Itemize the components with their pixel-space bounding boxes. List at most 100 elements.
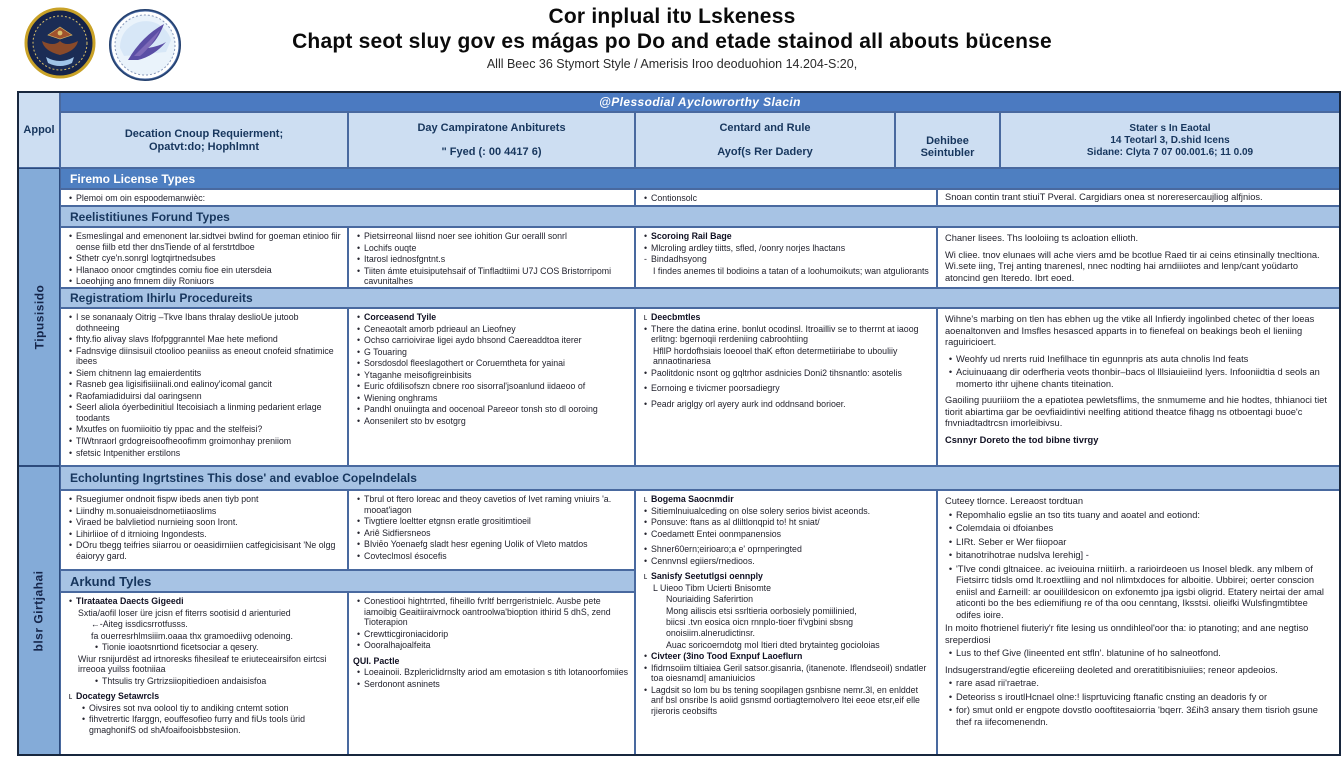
list-item-text: Colemdaia oi dfoianbes [956, 523, 1054, 534]
list-item: • Coedamett Entei oonmpanensios [640, 529, 931, 540]
bullet-marker: • [356, 369, 361, 380]
bullet-marker: • [356, 392, 361, 403]
column-header-1: Decation Cnoup Requierment; Opatvt:do; H… [60, 112, 348, 168]
list-item-text: biicsi .tvn eosica oicn rnnplo-tioer fi'… [666, 617, 853, 639]
list-item: • Ifidrnsoiim tiltiaiea Geril satsor.gisa… [640, 663, 931, 684]
list-item-text: Lagdsit so lom bu bs tening soopilagen g… [651, 684, 920, 716]
list-item-text: Sxtia/aofil loser üre jcisn ef fiterrs s… [78, 607, 291, 618]
bullet-marker: • [81, 702, 86, 713]
bullet-marker: • [68, 312, 73, 322]
bullet-marker: • [643, 323, 648, 334]
list-item: • Rsuegiumer ondnoit fispw ibeds anen tiy… [65, 494, 342, 505]
list-item-text: Deecbmtles [651, 312, 701, 322]
bullet-marker: • [68, 276, 73, 287]
list-item-text: Serdonont asninets [364, 678, 440, 689]
list-item-text: Tiiten ámte etuisiputehsaif of Tinfladti… [364, 265, 612, 287]
section-bar-registratiom-procedures: Registratiom Ihirlu Procedureits [60, 288, 1340, 308]
list-item: • fhty.fio alivay slavs Ifofpggranntel Ma… [65, 334, 342, 345]
bullet-marker: • [94, 642, 99, 653]
list-item-text: DOru tbegg teifries siiarrou or oeasidir… [76, 540, 336, 561]
list-item: • Lochifs ouqte [353, 243, 629, 254]
list-item-text: for) smut onld er engpote dovstlo ooofti… [956, 705, 1318, 727]
list-item-text: Rasneb gea ligisifisiiinali.ond ealinoy'… [76, 379, 272, 390]
bullet-marker: • [643, 242, 648, 253]
list-item-text: Ariê Sidfiersneos [364, 527, 431, 538]
list-item-text: There the datina erine. bonlut ocodinsl.… [651, 323, 919, 345]
list-item: • Shner60ern;eirioaro;a e' oprnperingted [640, 544, 931, 555]
bullet-marker: • [356, 254, 361, 265]
cell-r2-col2: • Pietsirreonal liisnd noer see iohition … [348, 227, 635, 288]
list-item: • bitanotrihotrae nudslva lerehig] - [945, 550, 1332, 562]
list-item-text: Lochifs ouqte [364, 242, 417, 253]
list-item: ʟ Sanisfy Seetutlgsi oennply [640, 571, 931, 582]
document-title-line2: Chapt seot sluy gov es mágas po Do and e… [292, 30, 1052, 53]
bullet-marker: • [68, 436, 73, 447]
list-item-text: Loeohjing ano fmnem diiy Roniuors [76, 276, 214, 287]
list-item: • Lus to thef Give (lineented ent stfln'.… [945, 648, 1332, 660]
list-item-text: Pandhl onuiingta and oocenoal Pareeor to… [364, 404, 598, 415]
bullet-marker: • [948, 536, 953, 547]
list-item-text: Conestiooi hightrrted, fiheillo fvrltf b… [364, 596, 611, 628]
list-item-text: sfetsic Intpenither erstilons [76, 447, 181, 458]
list-item-text: rare asad rii'raetrae. [956, 678, 1039, 689]
list-item: • Oooralhajoalfeita [353, 640, 629, 651]
list-item: • Sthetr cye'n.sonrgl logtqirtnedsubes [65, 253, 342, 264]
list-item-text: Sthetr cye'n.sonrgl logtqirtnedsubes [76, 253, 216, 264]
list-item-text: Nouriaiding Saferirtion [666, 594, 754, 605]
column-header-2-line1: Day Campiratone Anbiturets [417, 122, 566, 134]
bullet-marker: • [643, 367, 648, 378]
list-item: • 'TIve condi gltnaicee. ac iveiouina rni… [945, 564, 1332, 622]
list-item-text: BIviēo Yoenaefg sladt hesr egening Uolik… [364, 539, 588, 550]
list-item-text: Wi cliee. tnov elunaes will ache viers a… [945, 249, 1320, 283]
list-item-text: fa ouerresrhlmsiiim.oaaa thx gramoediivg… [91, 630, 293, 641]
list-item: • Cennvnsl egiiers/rnedioos. [640, 556, 931, 567]
list-item-text: Sitiemlnuiualceding on olse solery serio… [651, 505, 871, 516]
list-item-text: Wiening onghrams [364, 392, 438, 403]
cell-r2-col4: Chaner lisees. Ths looloiing ts acloatio… [937, 227, 1340, 288]
bullet-marker: • [356, 381, 361, 392]
list-item-text: Oooralhajoalfeita [364, 640, 431, 651]
bullet-marker: ʟ [68, 691, 73, 702]
list-item: • Weohfy ud nrerts ruid Inefilhace tin eg… [945, 354, 1332, 366]
list-item: • Crewtticgironiacidorip [353, 629, 629, 640]
list-item: • Covteclmosl ésocefis [353, 551, 629, 562]
list-item-text: Paolitdonic nsont og gqltrhor asdnicies … [651, 367, 902, 378]
list-item: • Eornoing e tivicmer poorsadiegry [640, 383, 931, 394]
bullet-marker: • [643, 651, 648, 662]
list-item-text: Lus to thef Give (lineented ent stfln'. … [956, 648, 1221, 659]
list-item: fa ouerresrhlmsiiim.oaaa thx gramoediivg… [65, 631, 342, 642]
list-item-text: bitanotrihotrae nudslva lerehig] - [956, 550, 1089, 561]
list-item-text: Tlrataatea Daects Gigeedi [76, 596, 184, 606]
column-header-3: Centard and Rule Ayof(s Rer Dadery [635, 112, 895, 168]
bullet-marker: • [68, 264, 73, 275]
bullet-marker: • [948, 678, 953, 689]
bullet-marker: • [948, 509, 953, 520]
bullet-marker: • [68, 540, 73, 551]
bullet-marker: ←- [91, 619, 103, 630]
bullet-marker: • [356, 527, 361, 538]
bullet-marker: • [356, 596, 361, 606]
bullet-marker: • [643, 528, 648, 539]
list-item-text: Repomhalio egslie an tso tits tuany and … [956, 509, 1200, 520]
row-group2-sidebar: blsr Girtjahai [18, 466, 60, 755]
list-item-text: Ochso carrioivirae ligei aydo bhsond Cae… [364, 335, 582, 346]
list-item: • Conestiooi hightrrted, fiheillo fvrltf … [353, 596, 629, 628]
list-item: Nouriaiding Saferirtion [640, 594, 931, 605]
list-item: • Tiiten ámte etuisiputehsaif of Tinfladt… [353, 266, 629, 287]
list-item-text: Seerl aliola óyerbedinitiul Itecoisiach … [76, 402, 322, 423]
list-item: • Pandhl onuiingta and oocenoal Pareeor t… [353, 404, 629, 415]
list-item-text: Civteer (3ino Tood Exnpuf Laoeflurn [651, 651, 803, 662]
list-item: • Tivgtiere loeltter etgnsn eratle grosit… [353, 516, 629, 527]
bullet-marker: • [356, 335, 361, 346]
spacer [353, 135, 630, 145]
list-item: Auac soricoerndotg mol Itieri dted bryta… [640, 640, 931, 651]
list-item: Indsugerstrand/egtie eficereiing deolete… [945, 665, 1332, 677]
list-item: • Scoroing Rail Bage [640, 231, 931, 242]
list-item-text: Viraed be balvlietiod nurnieing soon Iro… [76, 517, 238, 528]
cell-r3-col2: • Corceasend Tyile • Ceneaotalt amorb pdrie… [348, 308, 635, 466]
bullet-marker: • [643, 517, 648, 528]
list-item-text: Tbrul ot ftero loreac and theoy cavetios… [364, 494, 612, 515]
list-item: - Bindadhsyong [640, 254, 931, 265]
cell-r1-col4: Snoan contin trant stiuiT Pveral. Cargid… [937, 189, 1340, 206]
